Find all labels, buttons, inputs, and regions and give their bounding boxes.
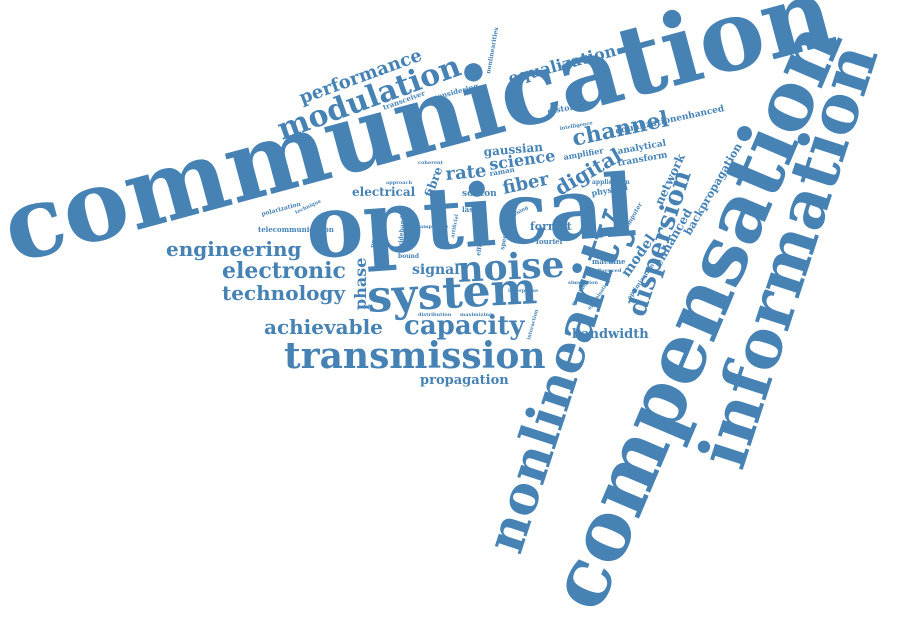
word-capacity: capacity [404,311,525,341]
word-soliton: soliton [462,189,497,199]
word-format: format [530,220,573,233]
word-machine: machine [592,257,626,266]
word-engineering: engineering [166,237,302,261]
word-laser: laser [462,205,482,214]
word-signal: signal [412,262,460,278]
word-effect: effect [475,236,485,256]
word-distribution: distribution [418,312,452,318]
word-artificial: artificial [450,214,460,239]
word-wideband: wideband [397,215,407,249]
word-maximizing: maximizing [460,312,493,318]
word-electrical: electrical [352,185,416,199]
word-intelligence: intelligence [559,120,593,132]
word-amplitude: amplitude [420,224,448,230]
word-achievable: achievable [264,315,383,339]
word-system: system [366,263,538,323]
word-bandwidth: bandwidth [572,327,649,342]
word-rate: rate [445,160,488,184]
word-transmission: transmission [284,335,546,377]
word-fourier: fourier [536,237,564,246]
word-gaussian: gaussian [483,140,544,159]
word-bound: bound [398,253,420,260]
word-technology: technology [222,281,346,305]
word-propagation: propagation [420,373,509,388]
word-approach: approach [386,180,412,186]
word-application: application [592,179,630,186]
word-optical: optical [302,155,639,279]
word-coherent: coherent [418,160,444,166]
word-laserphase: laserphase [508,288,538,294]
word-raman: raman [489,165,515,178]
word-electronic: electronic [222,258,346,284]
word-simulation: simulation [568,280,598,286]
word-spectral: spectral [499,222,511,251]
word-telecommunication: telecommunication [258,225,334,234]
word-influenced: influenced [592,268,622,274]
word-phase: phase [351,258,370,310]
word-noise: noise [456,243,565,291]
